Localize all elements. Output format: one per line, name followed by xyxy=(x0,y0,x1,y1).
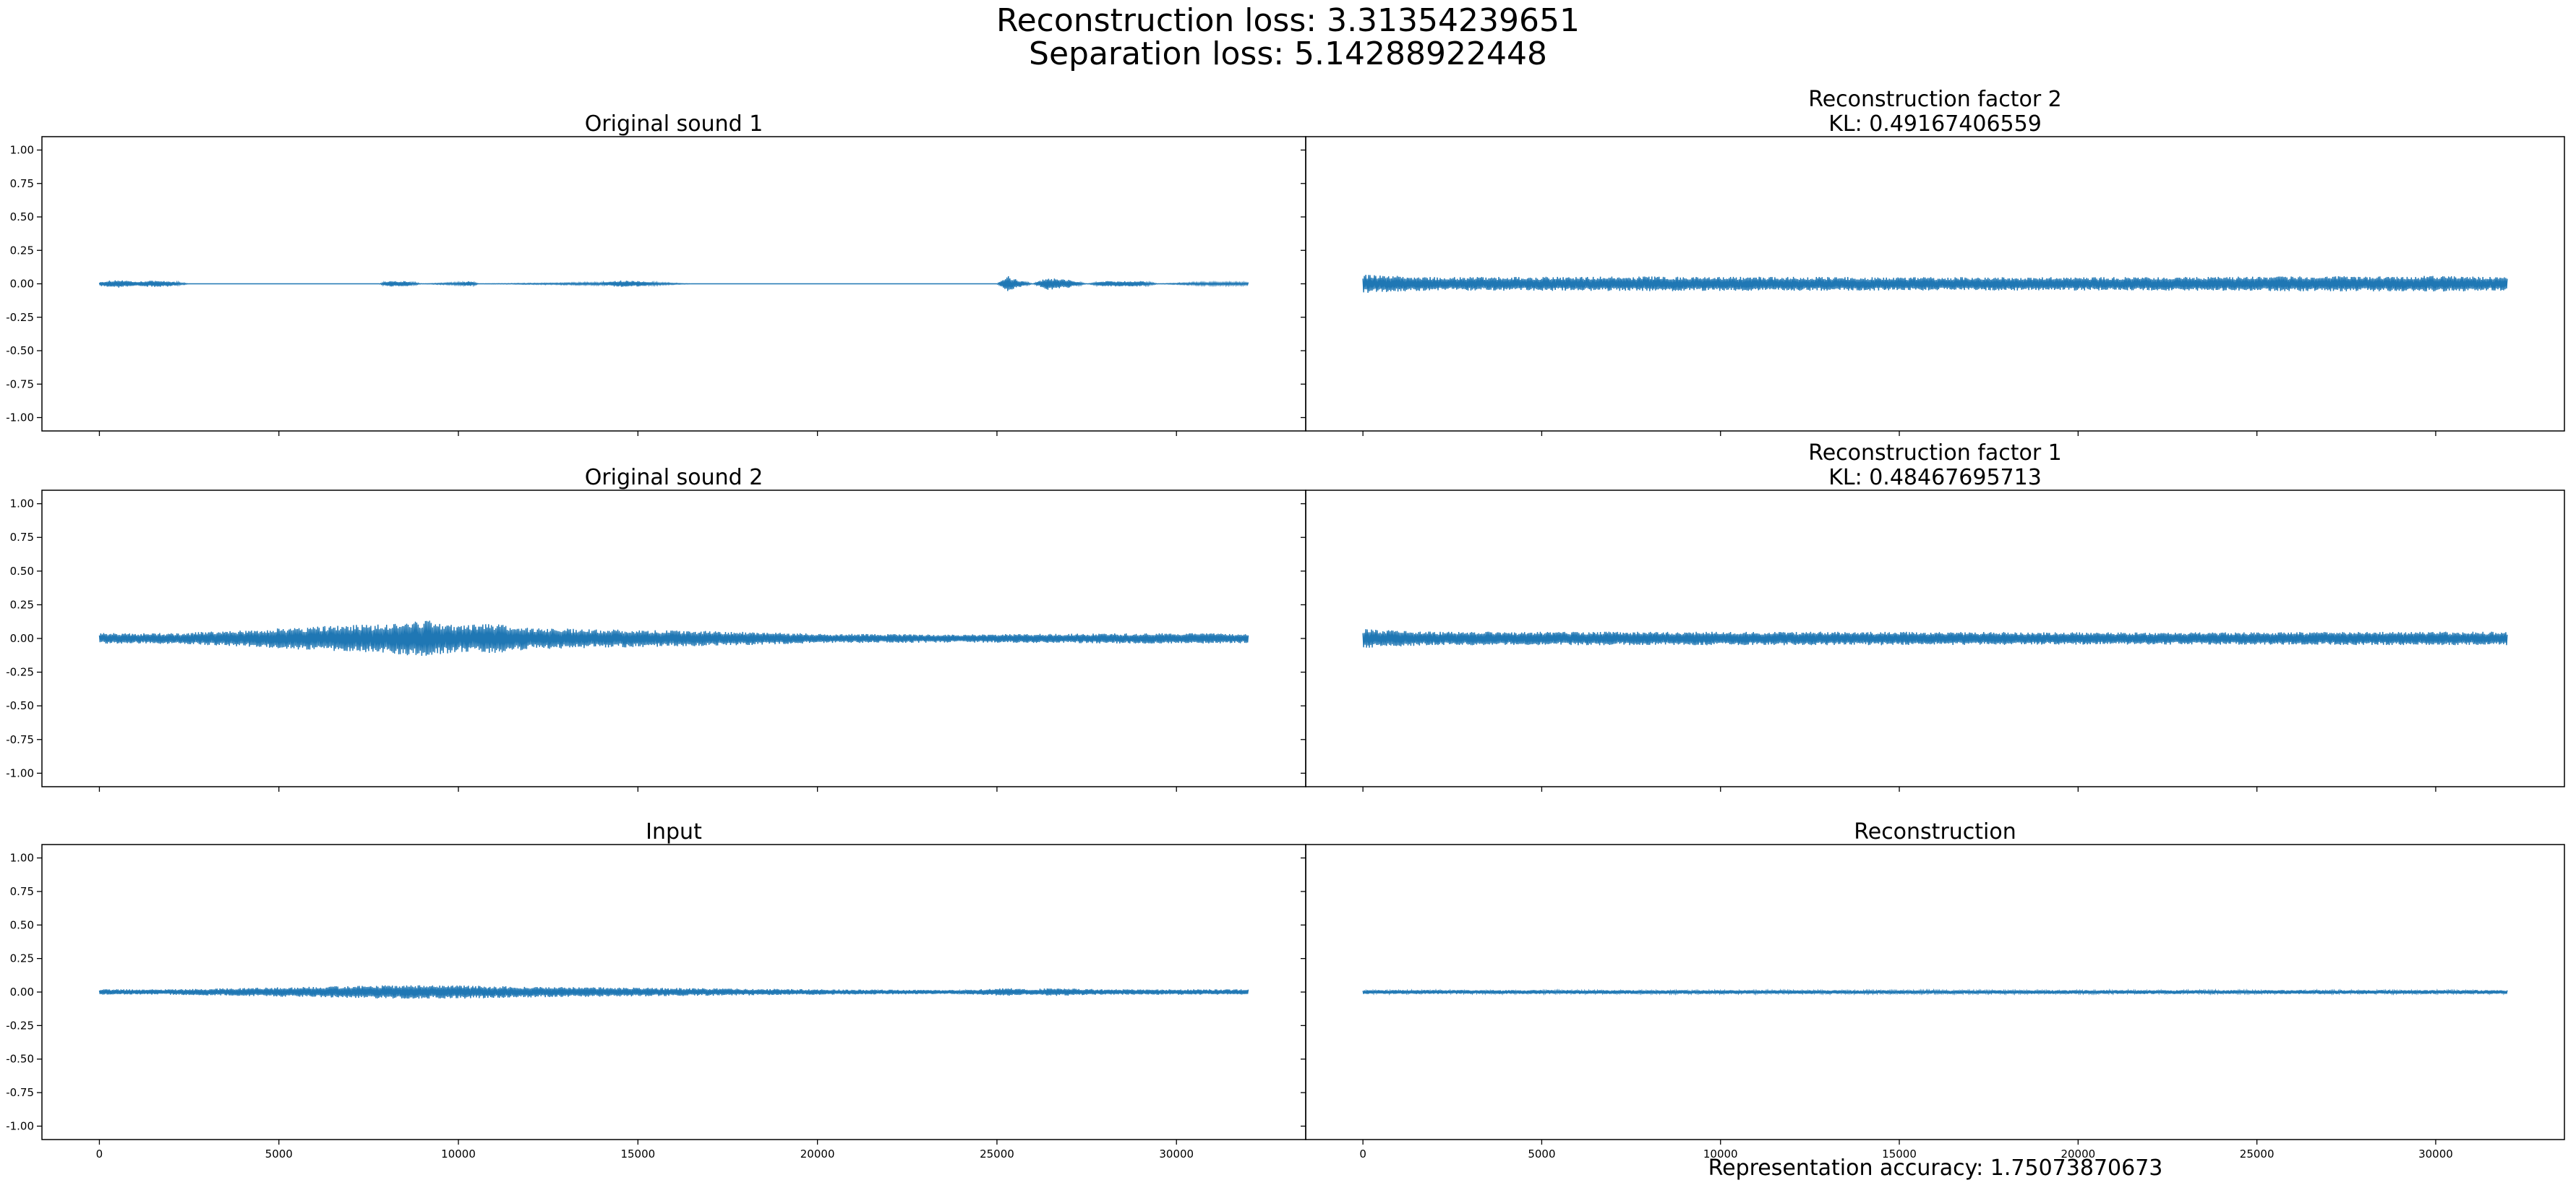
y-tick-label: 0.00 xyxy=(10,986,34,999)
y-tick-label: 1.00 xyxy=(10,144,34,157)
y-tick-label: 1.00 xyxy=(10,497,34,510)
y-tick-label: 0.00 xyxy=(10,278,34,291)
suptitle-line-2: Separation loss: 5.14288922448 xyxy=(1029,35,1547,72)
y-tick-label: 0.75 xyxy=(10,531,34,544)
x-tick-label: 15000 xyxy=(1882,1148,1917,1161)
waveform-series xyxy=(98,275,1249,291)
subplot-title: KL: 0.49167406559 xyxy=(1828,111,2042,137)
y-tick-label: -1.00 xyxy=(6,766,34,779)
y-tick-label: -0.25 xyxy=(6,1019,34,1032)
x-tick-label: 0 xyxy=(96,1148,103,1161)
x-tick-label: 25000 xyxy=(980,1148,1014,1161)
waveform-series xyxy=(98,985,1249,999)
subplot-title: Reconstruction factor 1 xyxy=(1808,440,2062,466)
y-tick-label: 0.25 xyxy=(10,598,34,611)
x-tick-label: 10000 xyxy=(1703,1148,1738,1161)
y-tick-label: 0.50 xyxy=(10,918,34,931)
waveform-series xyxy=(1362,988,2508,996)
x-tick-label: 10000 xyxy=(441,1148,476,1161)
subplot-title: Original sound 1 xyxy=(585,111,763,137)
y-tick-label: -0.75 xyxy=(6,1086,34,1099)
waveform-series xyxy=(1362,629,2508,648)
subplot-title: Original sound 2 xyxy=(585,465,763,490)
x-tick-label: 0 xyxy=(1359,1148,1366,1161)
x-tick-label: 30000 xyxy=(2418,1148,2453,1161)
y-tick-label: -0.25 xyxy=(6,666,34,679)
x-tick-label: 5000 xyxy=(1528,1148,1555,1161)
representation-accuracy: Representation accuracy: 1.75073870673 xyxy=(1708,1155,2163,1181)
x-tick-label: 5000 xyxy=(265,1148,293,1161)
y-tick-label: -0.25 xyxy=(6,311,34,324)
y-tick-label: 0.25 xyxy=(10,244,34,257)
suptitle-line-1: Reconstruction loss: 3.31354239651 xyxy=(996,2,1580,39)
y-tick-label: 1.00 xyxy=(10,852,34,865)
x-tick-label: 20000 xyxy=(800,1148,835,1161)
waveform-series xyxy=(98,620,1249,657)
y-tick-label: -0.50 xyxy=(6,699,34,712)
subplot-title: Input xyxy=(646,819,702,845)
subplot-title: Reconstruction xyxy=(1854,819,2016,845)
waveform-series xyxy=(1362,274,2508,294)
y-tick-label: 0.75 xyxy=(10,885,34,898)
y-tick-label: 0.50 xyxy=(10,565,34,578)
y-tick-label: -0.75 xyxy=(6,733,34,746)
y-tick-label: -0.50 xyxy=(6,344,34,357)
subplot-title: KL: 0.48467695713 xyxy=(1828,465,2042,490)
y-tick-label: -0.50 xyxy=(6,1053,34,1066)
y-tick-label: -1.00 xyxy=(6,411,34,424)
y-tick-label: 0.75 xyxy=(10,177,34,190)
x-tick-label: 25000 xyxy=(2240,1148,2275,1161)
y-tick-label: 0.00 xyxy=(10,632,34,645)
y-tick-label: 0.25 xyxy=(10,952,34,965)
y-tick-label: -1.00 xyxy=(6,1119,34,1132)
x-tick-label: 15000 xyxy=(620,1148,655,1161)
x-tick-label: 20000 xyxy=(2061,1148,2095,1161)
y-tick-label: -0.75 xyxy=(6,377,34,390)
subplot-title: Reconstruction factor 2 xyxy=(1808,87,2062,112)
x-tick-label: 30000 xyxy=(1159,1148,1194,1161)
y-tick-label: 0.50 xyxy=(10,210,34,223)
